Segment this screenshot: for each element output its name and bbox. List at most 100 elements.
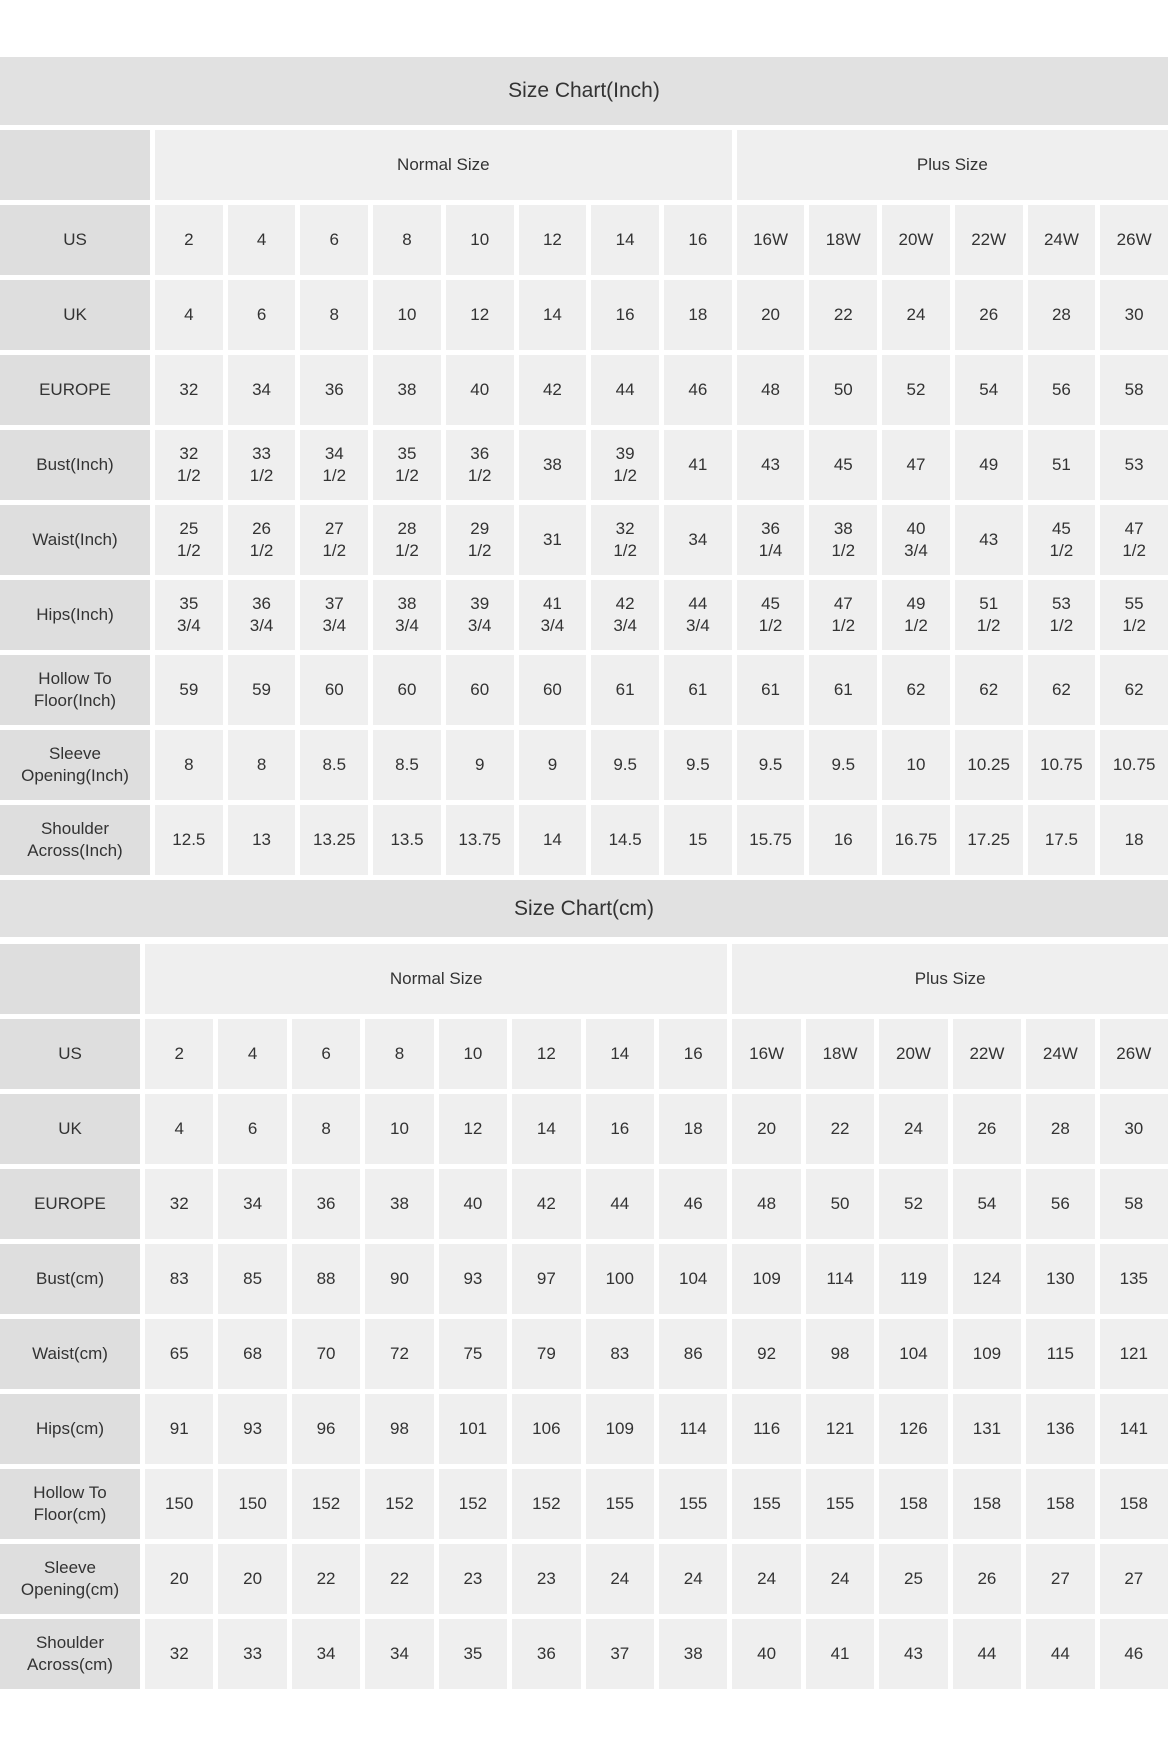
size-cell: 152 — [438, 1469, 508, 1539]
size-cell: 24 — [585, 1544, 654, 1614]
size-cell: 54 — [954, 355, 1023, 425]
size-cell: 40 3/4 — [882, 505, 950, 575]
size-chart-cm-section: Size Chart(cm) Normal Size Plus Size US 2 4 6… — [0, 880, 1168, 1689]
size-cell: 13.5 — [373, 805, 441, 875]
size-cell: 10 — [438, 1019, 508, 1089]
size-cell: 14 — [585, 1019, 654, 1089]
size-cell: 16 — [664, 205, 732, 275]
size-cell: 141 — [1099, 1394, 1168, 1464]
size-cell: 58 — [1100, 355, 1168, 425]
size-cell: 9.5 — [736, 730, 805, 800]
size-cell: 70 — [291, 1319, 361, 1389]
size-cell: 8.5 — [373, 730, 441, 800]
size-cell: 15 — [664, 805, 732, 875]
size-cell: 33 1/2 — [227, 430, 296, 500]
size-cell: 20 — [145, 1544, 214, 1614]
size-cell: 24 — [805, 1544, 875, 1614]
size-cell: 24 — [732, 1544, 801, 1614]
row-label: Hips(cm) — [0, 1394, 140, 1464]
size-cell: 38 1/2 — [809, 505, 878, 575]
size-cell: 37 3/4 — [300, 580, 369, 650]
size-cell: 4 — [227, 205, 296, 275]
row-label: Sleeve Opening(Inch) — [0, 730, 150, 800]
size-cell: 2 — [155, 205, 223, 275]
size-cell: 20 — [732, 1094, 801, 1164]
size-cell: 27 — [1026, 1544, 1095, 1614]
size-cell: 98 — [365, 1394, 434, 1464]
row-label: Hollow To Floor(Inch) — [0, 655, 150, 725]
size-cell: 16 — [809, 805, 878, 875]
size-cell: 10.25 — [954, 730, 1023, 800]
size-cell: 61 — [736, 655, 805, 725]
size-cell: 38 3/4 — [373, 580, 441, 650]
size-cell: 17.5 — [1027, 805, 1096, 875]
size-cell: 13.75 — [445, 805, 514, 875]
size-cell: 44 — [952, 1619, 1022, 1689]
size-cell: 24W — [1026, 1019, 1095, 1089]
size-cell: 56 — [1027, 355, 1096, 425]
size-cell: 36 1/2 — [445, 430, 514, 500]
size-cell: 8 — [291, 1094, 361, 1164]
size-cell: 24 — [882, 280, 950, 350]
size-cell: 45 — [809, 430, 878, 500]
size-cell: 20 — [736, 280, 805, 350]
size-cell: 101 — [438, 1394, 508, 1464]
size-cell: 25 1/2 — [155, 505, 223, 575]
size-cell: 106 — [512, 1394, 581, 1464]
size-cell: 14.5 — [591, 805, 659, 875]
size-cell: 38 — [373, 355, 441, 425]
size-cell: 22 — [365, 1544, 434, 1614]
size-cell: 28 — [1026, 1094, 1095, 1164]
size-cell: 9.5 — [664, 730, 732, 800]
size-cell: 27 1/2 — [300, 505, 369, 575]
row-label: US — [0, 1019, 140, 1089]
group-header: Plus Size — [736, 130, 1168, 200]
size-cell: 17.25 — [954, 805, 1023, 875]
size-cell: 22 — [805, 1094, 875, 1164]
size-cell: 68 — [218, 1319, 287, 1389]
size-cell: 152 — [291, 1469, 361, 1539]
size-cell: 115 — [1026, 1319, 1095, 1389]
size-cell: 65 — [145, 1319, 214, 1389]
size-cell: 38 — [659, 1619, 728, 1689]
size-cell: 34 — [664, 505, 732, 575]
size-cell: 131 — [952, 1394, 1022, 1464]
size-cell: 83 — [585, 1319, 654, 1389]
size-cell: 6 — [300, 205, 369, 275]
size-cell: 8.5 — [300, 730, 369, 800]
size-cell: 158 — [1099, 1469, 1168, 1539]
size-cell: 2 — [145, 1019, 214, 1089]
size-cell: 35 — [438, 1619, 508, 1689]
size-cell: 14 — [591, 205, 659, 275]
size-cell: 32 — [145, 1619, 214, 1689]
size-cell: 93 — [438, 1244, 508, 1314]
size-cell: 41 — [664, 430, 732, 500]
size-cell: 50 — [809, 355, 878, 425]
size-cell: 49 1/2 — [882, 580, 950, 650]
size-cell: 40 — [732, 1619, 801, 1689]
size-cell: 51 1/2 — [954, 580, 1023, 650]
size-cell: 152 — [365, 1469, 434, 1539]
size-cell: 43 — [879, 1619, 948, 1689]
size-cell: 16 — [591, 280, 659, 350]
row-label: US — [0, 205, 150, 275]
size-cell: 18 — [664, 280, 732, 350]
size-cell: 97 — [512, 1244, 581, 1314]
size-cell: 26W — [1100, 205, 1168, 275]
size-cell: 40 — [445, 355, 514, 425]
size-cell: 88 — [291, 1244, 361, 1314]
row-label: Waist(Inch) — [0, 505, 150, 575]
size-cell: 42 — [518, 355, 587, 425]
size-chart-inch-title: Size Chart(Inch) — [0, 57, 1168, 125]
size-cell: 4 — [218, 1019, 287, 1089]
row-label: Waist(cm) — [0, 1319, 140, 1389]
size-cell: 90 — [365, 1244, 434, 1314]
size-cell: 8 — [365, 1019, 434, 1089]
size-cell: 20W — [882, 205, 950, 275]
size-cell: 155 — [659, 1469, 728, 1539]
size-cell: 32 — [155, 355, 223, 425]
size-cell: 12 — [518, 205, 587, 275]
size-cell: 26 — [952, 1094, 1022, 1164]
size-cell: 10 — [445, 205, 514, 275]
size-cell: 121 — [1099, 1319, 1168, 1389]
